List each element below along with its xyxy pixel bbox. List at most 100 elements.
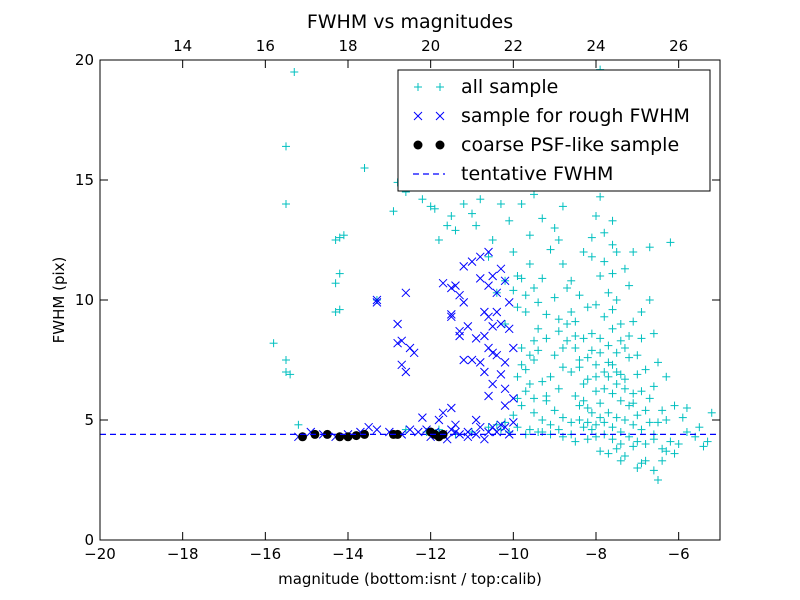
point-all-sample — [587, 408, 596, 417]
point-all-sample — [596, 272, 605, 280]
point-all-sample — [501, 320, 510, 328]
point-all-sample — [505, 216, 514, 225]
point-rough-fwhm — [484, 247, 493, 257]
point-all-sample — [538, 214, 547, 223]
point-all-sample — [670, 449, 679, 458]
point-all-sample — [587, 233, 596, 242]
point-all-sample — [658, 444, 667, 453]
point-all-sample — [649, 466, 658, 475]
point-all-sample — [517, 274, 526, 283]
point-rough-fwhm — [455, 290, 464, 300]
point-all-sample — [608, 216, 617, 225]
point-all-sample — [625, 432, 634, 441]
point-all-sample — [629, 389, 638, 398]
point-all-sample — [633, 351, 642, 360]
point-all-sample — [592, 387, 600, 396]
point-psf-like — [393, 429, 403, 439]
point-all-sample — [513, 394, 522, 403]
point-all-sample — [294, 420, 303, 429]
point-rough-fwhm — [475, 252, 485, 262]
point-rough-fwhm — [372, 295, 382, 305]
point-psf-like — [298, 432, 308, 442]
point-all-sample — [625, 281, 634, 290]
point-all-sample — [525, 425, 534, 434]
point-all-sample — [616, 456, 625, 465]
point-all-sample — [583, 404, 592, 412]
point-rough-fwhm — [364, 422, 374, 432]
point-all-sample — [484, 423, 493, 432]
point-all-sample — [521, 365, 530, 374]
point-all-sample — [608, 435, 617, 444]
point-all-sample — [616, 336, 625, 345]
point-all-sample — [509, 411, 518, 420]
point-all-sample — [629, 317, 638, 326]
legend-marker-plus — [414, 83, 444, 91]
point-all-sample — [616, 396, 625, 405]
point-all-sample — [612, 380, 621, 388]
top-tick-label: 16 — [256, 37, 275, 55]
point-all-sample — [620, 452, 629, 460]
point-rough-fwhm — [467, 257, 477, 266]
point-all-sample — [637, 387, 646, 396]
point-rough-fwhm — [480, 367, 489, 377]
point-rough-fwhm — [372, 425, 382, 434]
point-rough-fwhm — [451, 420, 460, 430]
y-tick-label: 10 — [75, 291, 94, 309]
point-rough-fwhm — [488, 348, 498, 358]
point-all-sample — [620, 416, 629, 424]
point-all-sample — [612, 348, 621, 357]
point-all-sample — [525, 380, 534, 388]
point-all-sample — [596, 399, 605, 408]
point-all-sample — [550, 224, 559, 232]
point-all-sample — [608, 269, 617, 278]
point-all-sample — [654, 358, 662, 367]
point-rough-fwhm — [496, 264, 506, 274]
point-all-sample — [521, 387, 530, 396]
point-all-sample — [434, 236, 443, 244]
point-all-sample — [596, 334, 605, 343]
point-all-sample — [620, 384, 629, 393]
point-all-sample — [579, 334, 588, 343]
point-all-sample — [682, 428, 691, 436]
point-all-sample — [604, 408, 613, 417]
point-all-sample — [534, 346, 543, 355]
point-all-sample — [430, 204, 439, 213]
point-all-sample — [426, 202, 435, 211]
point-rough-fwhm — [409, 348, 419, 358]
point-rough-fwhm — [467, 355, 477, 365]
point-all-sample — [488, 236, 497, 244]
point-rough-fwhm — [492, 307, 502, 317]
point-all-sample — [649, 329, 658, 338]
point-rough-fwhm — [455, 331, 464, 341]
point-all-sample — [525, 260, 534, 268]
point-all-sample — [596, 348, 605, 357]
point-all-sample — [600, 257, 609, 266]
x-tick-label: −12 — [415, 545, 447, 563]
point-rough-fwhm — [471, 430, 481, 439]
point-all-sample — [596, 413, 605, 422]
point-all-sample — [612, 368, 621, 376]
point-all-sample — [468, 209, 476, 218]
point-all-sample — [575, 416, 584, 424]
point-all-sample — [558, 202, 567, 211]
point-all-sample — [339, 231, 348, 240]
point-rough-fwhm — [438, 408, 448, 418]
point-all-sample — [633, 370, 642, 379]
legend-label: all sample — [461, 76, 558, 98]
point-all-sample — [596, 192, 605, 201]
point-all-sample — [633, 411, 642, 420]
point-all-sample — [513, 303, 522, 312]
point-all-sample — [674, 440, 683, 448]
point-all-sample — [554, 327, 563, 336]
point-all-sample — [629, 442, 638, 451]
point-all-sample — [579, 380, 588, 388]
point-rough-fwhm — [475, 358, 485, 367]
point-all-sample — [530, 336, 538, 345]
point-all-sample — [496, 425, 505, 434]
point-rough-fwhm — [488, 322, 498, 331]
point-rough-fwhm — [508, 418, 518, 427]
point-all-sample — [554, 384, 563, 393]
y-tick-label: 15 — [75, 171, 94, 189]
point-all-sample — [538, 274, 547, 283]
point-all-sample — [583, 435, 592, 444]
